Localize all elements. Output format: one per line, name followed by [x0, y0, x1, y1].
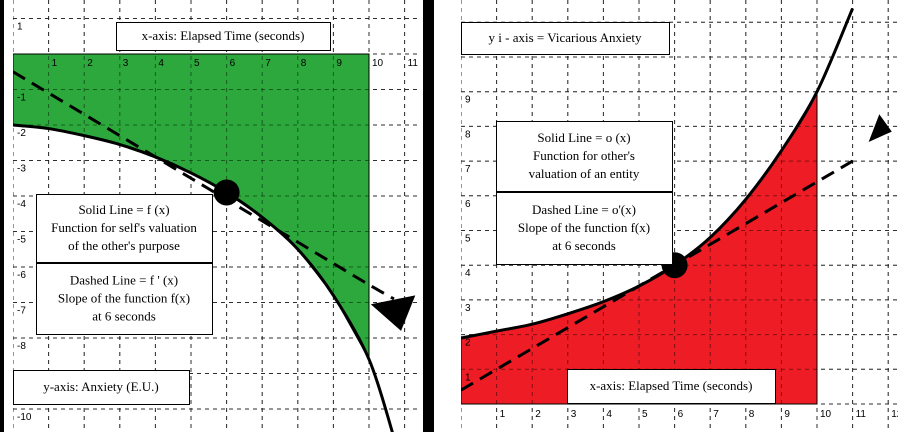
- left-tangent-point: [213, 179, 240, 206]
- left-xaxis-label-box: x-axis: Elapsed Time (seconds): [116, 22, 331, 51]
- left-xaxis-label-box-frame: [116, 22, 331, 51]
- right-x-tick: 11: [856, 409, 867, 420]
- left-x-tick: 3: [123, 58, 129, 69]
- left-solid-legend-box-frame: [36, 194, 213, 263]
- left-x-tick: 1: [52, 58, 58, 69]
- right-x-tick: 8: [749, 409, 755, 420]
- left-x-tick: 5: [194, 58, 200, 69]
- right-solid-legend-box-line: valuation of an entity: [529, 166, 640, 181]
- right-x-tick: 9: [784, 409, 790, 420]
- right-x-tick: 4: [606, 409, 612, 420]
- left-dashed-legend-box-line: Dashed Line = f ' (x): [70, 273, 178, 288]
- left-dashed-legend-box-line: at 6 seconds: [92, 309, 156, 324]
- left-y-tick: -10: [17, 412, 32, 423]
- left-dashed-legend-box-frame: [36, 263, 213, 335]
- left-solid-legend-box-line: of the other's purpose: [68, 238, 180, 253]
- left-x-tick: 11: [408, 58, 419, 69]
- left-y-tick: -5: [17, 235, 26, 246]
- left-dashed-legend-box: Dashed Line = f ' (x) Slope of the functi…: [36, 263, 213, 335]
- left-x-tick: 2: [87, 58, 93, 69]
- right-dashed-legend-box-line: Dashed Line = o'(x): [532, 202, 636, 217]
- left-yaxis-label-box-frame: [13, 370, 190, 405]
- right-x-tick: 10: [820, 409, 832, 420]
- left-dashed-legend-box-line: Slope of the function f(x): [58, 291, 190, 306]
- left-y-tick: -1: [17, 93, 26, 104]
- left-y-tick: -7: [17, 306, 26, 317]
- left-tick-labels: 1 2 3 4 5 6 7 8 9 10 111-1-2-3-4-5-6-7-8-10: [17, 22, 418, 424]
- left-x-tick: 9: [336, 58, 342, 69]
- right-y-tick: 4: [465, 268, 471, 279]
- right-xaxis-label-box-frame: [567, 369, 776, 404]
- left-x-tick: 7: [265, 58, 271, 69]
- right-y-tick: 3: [465, 303, 471, 314]
- right-yaxis-label-box: y i - axis = Vicarious Anxiety: [461, 22, 670, 55]
- center-divider-bar: [423, 0, 434, 432]
- left-dashed-tangent: [13, 70, 395, 301]
- right-dashed-tangent: [461, 159, 854, 392]
- right-y-tick: 5: [465, 234, 471, 245]
- left-y-tick: -8: [17, 341, 26, 352]
- left-y-tick: -6: [17, 270, 26, 281]
- right-x-tick: 1: [500, 409, 506, 420]
- right-solid-legend-box-line: Solid Line = o (x): [537, 130, 630, 145]
- left-yaxis-label-box: y-axis: Anxiety (E.U.): [13, 370, 190, 405]
- left-edge-bar: [0, 0, 4, 432]
- right-y-tick: 8: [465, 129, 471, 140]
- right-xaxis-label-box: x-axis: Elapsed Time (seconds): [567, 369, 776, 404]
- right-xaxis-label-box-line: x-axis: Elapsed Time (seconds): [590, 378, 753, 393]
- right-dashed-legend-box-line: at 6 seconds: [552, 238, 616, 253]
- right-y-tick: 7: [465, 164, 471, 175]
- right-x-tick: 12: [891, 409, 898, 420]
- left-y-tick: -4: [17, 199, 26, 210]
- left-yaxis-label-box-line: y-axis: Anxiety (E.U.): [43, 379, 159, 394]
- right-y-tick: 6: [465, 199, 471, 210]
- left-y-tick: -3: [17, 164, 26, 175]
- left-solid-legend-box-line: Function for self's valuation: [51, 220, 197, 235]
- left-x-tick: 10: [372, 58, 384, 69]
- left-y-tick: -2: [17, 128, 26, 139]
- right-x-tick: 7: [713, 409, 719, 420]
- right-x-tick: 5: [642, 409, 648, 420]
- left-x-tick: 4: [158, 58, 164, 69]
- left-xaxis-label-box-line: x-axis: Elapsed Time (seconds): [142, 28, 305, 43]
- right-dashed-legend-box-frame: [496, 192, 673, 265]
- right-y-tick: 2: [465, 338, 471, 349]
- right-arrowhead: [868, 114, 892, 143]
- left-y-tick: 1: [17, 22, 23, 33]
- right-yaxis-label-box-frame: [461, 22, 670, 55]
- left-x-tick: 8: [301, 58, 307, 69]
- right-y-tick: 9: [465, 95, 471, 106]
- right-dashed-legend-box-line: Slope of the function f(x): [518, 220, 650, 235]
- left-x-tick: 6: [230, 58, 236, 69]
- left-arrowhead: [370, 295, 416, 331]
- right-solid-legend-box-frame: [496, 121, 673, 192]
- right-yaxis-label-box-line: y i - axis = Vicarious Anxiety: [489, 30, 642, 45]
- right-solid-legend-box: Solid Line = o (x) Function for other's va…: [496, 121, 673, 192]
- right-x-tick: 3: [571, 409, 577, 420]
- right-x-tick: 6: [678, 409, 684, 420]
- right-dashed-legend-box: Dashed Line = o'(x) Slope of the function…: [496, 192, 673, 265]
- right-y-tick: 1: [465, 372, 471, 383]
- right-solid-legend-box-line: Function for other's: [533, 148, 635, 163]
- right-x-tick: 2: [535, 409, 541, 420]
- left-solid-legend-box-line: Solid Line = f (x): [78, 202, 169, 217]
- right-solid-curve: [461, 7, 854, 340]
- left-solid-legend-box: Solid Line = f (x) Function for self's va…: [36, 194, 213, 263]
